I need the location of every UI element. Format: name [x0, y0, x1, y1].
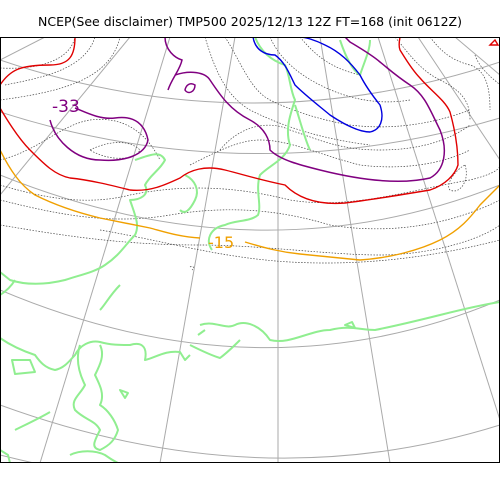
graticule-latitudes: [0, 59, 500, 463]
contour-label-minus33: -33: [52, 97, 80, 117]
contour-label-minus15: -15: [208, 233, 234, 252]
isotherm-red: [0, 37, 500, 205]
isotherm-minus15: [0, 149, 500, 261]
map-title: NCEP(See disclaimer) TMP500 2025/12/13 1…: [38, 14, 462, 29]
coastlines: [0, 37, 500, 463]
isotherm-blue: [252, 37, 383, 133]
isotherm-minus33: [49, 37, 446, 182]
minor-isotherms: [0, 37, 500, 271]
